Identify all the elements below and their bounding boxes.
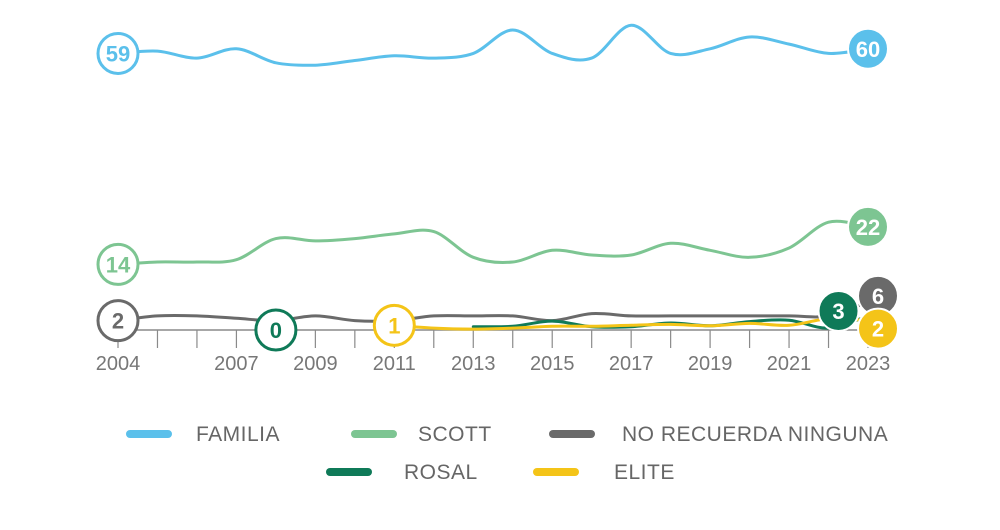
x-tick-label: 2017 [609, 353, 654, 375]
legend: FAMILIA SCOTT NO RECUERDA NINGUNA ROSAL ELIT… [126, 423, 888, 484]
series-line-no-recuerda-ninguna [116, 300, 870, 323]
x-tick-label: 2004 [96, 353, 141, 375]
value-label-elite-2023: 2 [857, 307, 899, 350]
svg-text:22: 22 [856, 215, 880, 240]
legend-item-familia: FAMILIA [126, 423, 280, 446]
value-label-rosal-2008: 0 [254, 308, 298, 352]
value-label-familia-2023: 60 [847, 27, 889, 70]
svg-text:FAMILIA: FAMILIA [196, 423, 280, 446]
svg-text:59: 59 [106, 41, 130, 66]
svg-text:14: 14 [106, 252, 131, 277]
x-tick-label: 2009 [293, 353, 338, 375]
svg-text:ROSAL: ROSAL [404, 461, 478, 484]
value-label-scott-2004: 14 [96, 242, 140, 286]
x-tick-label: 2013 [451, 353, 496, 375]
value-label-no-recuerda-ninguna-2004: 2 [96, 299, 140, 343]
svg-text:2: 2 [112, 309, 124, 334]
series-line-familia [116, 23, 870, 67]
x-axis: 2004 2007 2009 2011 2013 2015 2017 2019 2021 2023 [96, 329, 891, 375]
series-line-scott [116, 219, 870, 266]
x-tick-label: 2021 [767, 353, 812, 375]
legend-item-rosal: ROSAL [326, 461, 478, 484]
svg-text:SCOTT: SCOTT [418, 423, 492, 446]
svg-text:ELITE: ELITE [614, 461, 675, 484]
legend-item-elite: ELITE [533, 461, 675, 484]
value-label-scott-2023: 22 [847, 205, 889, 248]
x-tick-label: 2019 [688, 353, 733, 375]
series-lines [116, 23, 870, 331]
x-tick-label: 2015 [530, 353, 575, 375]
x-tick-label: 2007 [214, 353, 259, 375]
svg-text:1: 1 [388, 313, 400, 338]
x-tick-label: 2023 [846, 353, 891, 375]
value-label-familia-2004: 59 [96, 31, 140, 75]
value-label-rosal-2022: 3 [817, 289, 860, 332]
svg-text:2: 2 [872, 317, 884, 342]
svg-text:NO RECUERDA NINGUNA: NO RECUERDA NINGUNA [622, 423, 888, 446]
value-label-elite-2011: 1 [372, 303, 416, 347]
x-tick-label: 2011 [373, 353, 416, 375]
svg-text:6: 6 [872, 284, 884, 309]
svg-text:3: 3 [832, 299, 844, 324]
svg-text:60: 60 [856, 37, 880, 62]
legend-item-no-recuerda-ninguna: NO RECUERDA NINGUNA [549, 423, 888, 446]
legend-item-scott: SCOTT [351, 423, 492, 446]
svg-text:0: 0 [270, 318, 282, 343]
series-line-elite [392, 317, 870, 331]
